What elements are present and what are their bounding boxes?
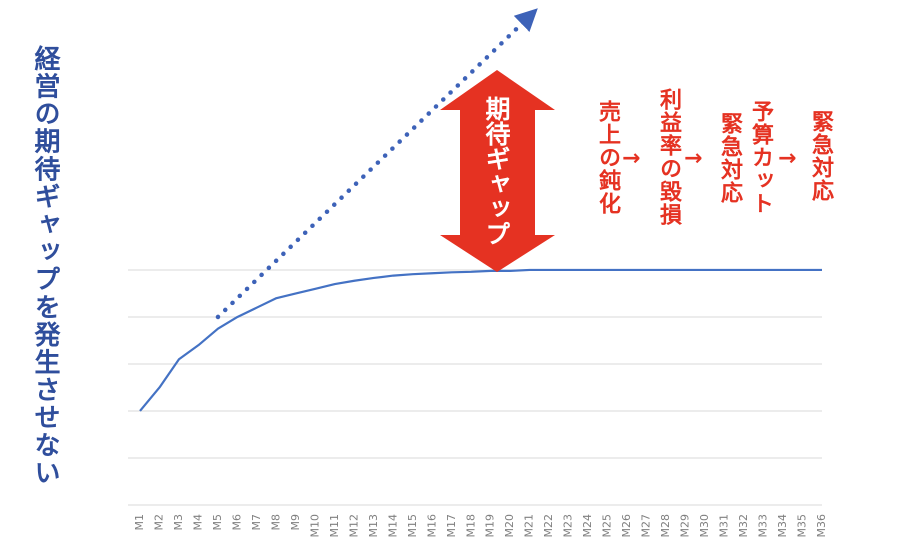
x-tick-label: M25 <box>601 514 614 538</box>
x-tick-label: M7 <box>250 514 263 531</box>
chart-title: 経営の期待ギャップを発生させない <box>30 45 60 487</box>
x-tick-label: M15 <box>406 514 419 538</box>
x-tick-label: M8 <box>269 514 282 531</box>
x-tick-label: M24 <box>581 514 594 538</box>
x-tick-label: M28 <box>659 514 672 538</box>
x-tick-label: M3 <box>172 514 185 531</box>
gap-label: 期待ギャップ <box>482 96 511 246</box>
x-tick-label: M26 <box>620 514 633 538</box>
x-tick-label: M17 <box>445 514 458 538</box>
step-arrow: → <box>622 146 641 171</box>
x-tick-label: M6 <box>230 514 243 531</box>
x-tick-label: M21 <box>523 514 536 538</box>
x-tick-label: M30 <box>698 514 711 538</box>
x-tick-label: M16 <box>425 514 438 538</box>
x-tick-label: M2 <box>152 514 165 531</box>
x-tick-label: M32 <box>737 514 750 538</box>
x-tick-label: M34 <box>776 514 789 538</box>
step-arrow: → <box>778 146 797 171</box>
x-tick-label: M19 <box>484 514 497 538</box>
step-label: 売上の鈍化 <box>595 100 620 215</box>
x-tick-label: M4 <box>191 514 204 531</box>
x-tick-label: M9 <box>289 514 302 531</box>
step-label: 予算カット <box>748 100 773 215</box>
x-tick-label: M11 <box>328 514 341 538</box>
x-tick-label: M14 <box>386 514 399 538</box>
step-arrow: → <box>684 146 703 171</box>
x-tick-label: M22 <box>542 514 555 538</box>
x-tick-label: M35 <box>796 514 809 538</box>
series-line <box>215 8 538 320</box>
x-tick-label: M12 <box>347 514 360 538</box>
series-line <box>139 268 822 412</box>
x-tick-label: M5 <box>211 514 224 531</box>
step-label: 利益率の毀損 <box>656 88 681 226</box>
step-label: 緊急対応 <box>717 112 742 204</box>
x-tick-label: M1 <box>133 514 146 531</box>
lines <box>139 8 822 412</box>
x-tick-label: M13 <box>367 514 380 538</box>
x-tick-label: M10 <box>308 514 321 538</box>
x-tick-label: M20 <box>503 514 516 538</box>
x-tick-label: M18 <box>464 514 477 538</box>
grid <box>128 269 822 506</box>
x-tick-label: M27 <box>640 514 653 538</box>
step-label: 緊急対応 <box>808 110 833 202</box>
x-tick-label: M36 <box>815 514 828 538</box>
x-tick-label: M23 <box>562 514 575 538</box>
x-tick-label: M31 <box>718 514 731 538</box>
gap-arrow <box>440 70 555 272</box>
x-tick-label: M29 <box>679 514 692 538</box>
x-tick-label: M33 <box>757 514 770 538</box>
